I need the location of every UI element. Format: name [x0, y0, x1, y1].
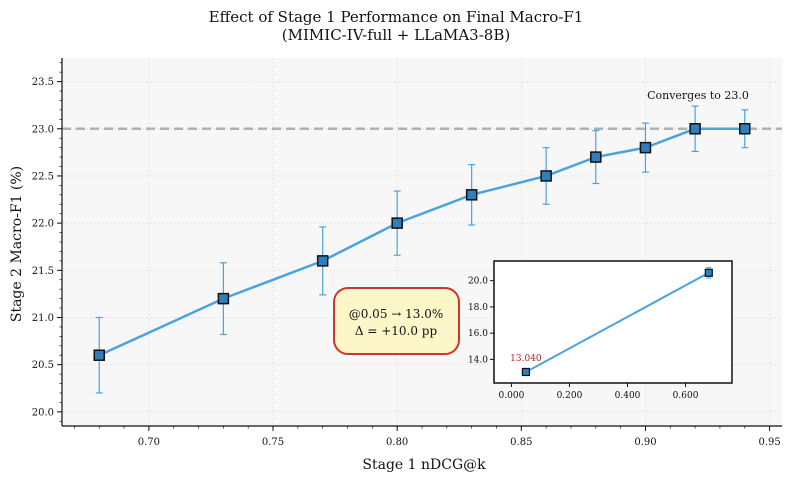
x-tick-label: 0.85: [510, 437, 532, 448]
y-tick-label: 20.5: [32, 360, 54, 371]
data-markers: [93, 123, 751, 361]
y-tick-label: 23.0: [32, 124, 54, 135]
inset-y-tick-label: 14.0: [468, 355, 488, 365]
y-tick-label: 23.5: [32, 77, 54, 88]
inset-markers: [521, 268, 713, 377]
y-axis-label: Stage 2 Macro-F1 (%): [9, 166, 25, 322]
x-tick-label: 0.90: [634, 437, 656, 448]
inset-y-tick-label: 18.0: [468, 303, 488, 313]
data-point: [639, 141, 652, 154]
inset-x-tick-label: 0.400: [615, 391, 641, 401]
reference-annotation: Converges to 23.0: [647, 89, 749, 102]
data-point: [93, 349, 105, 361]
data-point: [465, 189, 478, 201]
inset-data-point: [704, 268, 713, 277]
inset-point-label: 13.040: [510, 354, 542, 364]
x-tick-label: 0.75: [262, 437, 284, 448]
data-point: [391, 217, 403, 229]
chart-title: Effect of Stage 1 Performance on Final M…: [209, 8, 584, 26]
y-tick-label: 21.0: [32, 313, 54, 324]
inset-x-tick-label: 0.000: [499, 391, 525, 401]
inset-y-tick-label: 16.0: [468, 329, 488, 339]
inset-ticks: 0.000 0.200 0.400 0.600 14.0 16.0 18.0 20.0: [468, 277, 699, 401]
grid-lines: [62, 58, 782, 426]
data-point: [217, 292, 230, 305]
y-ticks: 20.0 20.5 21.0 21.5 22.0 22.5 23.0 23.5: [32, 62, 62, 422]
x-axis-label: Stage 1 nDCG@k: [362, 457, 486, 473]
x-tick-label: 0.80: [386, 437, 408, 448]
inset-y-tick-label: 20.0: [468, 277, 488, 287]
callout-background: [333, 287, 460, 355]
inset-x-tick-label: 0.200: [557, 391, 583, 401]
data-point: [739, 123, 751, 135]
y-tick-label: 22.0: [32, 219, 54, 230]
x-tick-label: 0.70: [138, 437, 160, 448]
data-point: [689, 123, 701, 135]
callout-line-2: Δ = +10.0 pp: [355, 324, 438, 338]
inset-series-line: [525, 271, 710, 373]
callout-line-1: @0.05 → 13.0%: [349, 307, 444, 321]
data-point: [540, 170, 552, 182]
data-point: [590, 151, 602, 163]
y-tick-label: 22.5: [32, 171, 54, 182]
x-tick-label: 0.95: [758, 437, 780, 448]
series-line: [98, 127, 745, 357]
data-point: [316, 255, 329, 267]
callout-box: @0.05 → 13.0% Δ = +10.0 pp: [333, 287, 460, 355]
inset-chart: 0.000 0.200 0.400 0.600 14.0 16.0 18.0 20.0 13.…: [468, 260, 733, 401]
y-tick-label: 20.0: [32, 407, 54, 418]
x-ticks: 0.70 0.75 0.80 0.85 0.90 0.95: [74, 426, 781, 448]
inset-x-tick-label: 0.600: [673, 391, 699, 401]
y-tick-label: 21.5: [32, 266, 54, 277]
chart-subtitle: (MIMIC-IV-full + LLaMA3-8B): [282, 26, 510, 44]
inset-data-point: [521, 367, 531, 377]
